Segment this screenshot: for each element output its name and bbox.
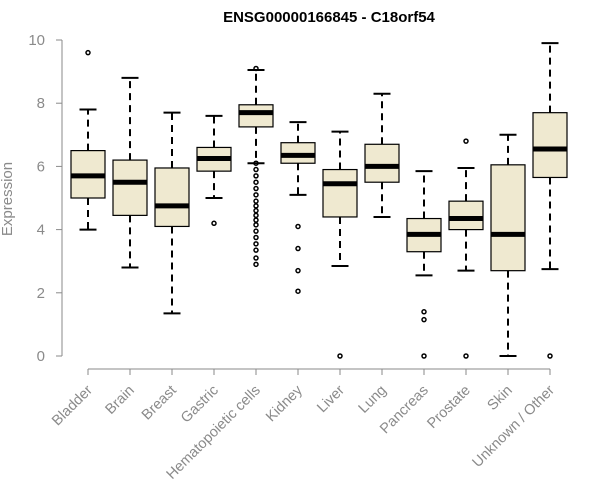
outlier-point <box>547 353 553 359</box>
x-tick-label: Skin <box>485 383 516 414</box>
outlier-point <box>253 241 259 247</box>
outlier-point <box>253 203 259 209</box>
outlier-point <box>253 173 259 179</box>
outlier-point <box>421 316 427 323</box>
outlier-point <box>253 255 259 261</box>
x-tick-label: Bladder <box>49 382 96 429</box>
x-tick-label: Brain <box>103 383 138 418</box>
outlier-point <box>253 247 259 253</box>
box-hematopoietic-cells <box>238 65 274 268</box>
x-tick-label: Kidney <box>263 382 306 425</box>
x-tick-label: Lung <box>356 383 390 417</box>
box-breast <box>154 111 190 315</box>
outlier-point <box>253 185 259 192</box>
boxes-group <box>70 42 568 359</box>
outlier-point <box>253 160 259 166</box>
outlier-point <box>253 228 259 234</box>
outlier-point <box>463 138 469 144</box>
outlier-point <box>421 353 427 359</box>
y-tick-label: 2 <box>37 285 45 302</box>
box-skin <box>490 133 526 357</box>
y-tick-label: 8 <box>37 95 45 112</box>
outlier-point <box>253 166 259 173</box>
outlier-point <box>253 261 259 268</box>
outlier-point <box>295 223 301 230</box>
outlier-point <box>295 288 301 294</box>
y-tick-label: 6 <box>37 158 45 175</box>
outlier-point <box>253 198 259 204</box>
outlier-point <box>253 207 259 214</box>
box-body <box>238 104 274 128</box>
box-unknown-other <box>532 42 568 359</box>
box-body <box>112 159 148 216</box>
outlier-point <box>85 49 91 56</box>
outlier-point <box>253 222 259 228</box>
outlier-point <box>253 65 259 72</box>
box-bladder <box>70 49 106 231</box>
box-liver <box>322 130 358 359</box>
box-pancreas <box>406 170 442 359</box>
outlier-point <box>463 353 469 359</box>
y-tick-label: 4 <box>37 222 45 239</box>
box-brain <box>112 76 148 269</box>
outlier-point <box>253 212 259 219</box>
box-body <box>364 143 400 183</box>
y-tick-label: 10 <box>28 32 45 49</box>
outlier-point <box>211 220 217 227</box>
y-axis-label: Expression <box>0 162 16 236</box>
y-axis: 0 2 4 6 8 10 <box>28 32 63 365</box>
box-gastric <box>196 114 232 227</box>
outlier-point <box>253 217 259 223</box>
outlier-point <box>295 245 301 252</box>
box-body <box>448 200 484 231</box>
box-body <box>154 167 190 228</box>
box-kidney <box>280 121 316 294</box>
outlier-point <box>253 192 259 198</box>
box-lung <box>364 92 400 218</box>
outlier-point <box>295 267 301 274</box>
box-body <box>490 164 526 272</box>
outlier-point <box>253 234 259 241</box>
y-tick-label: 0 <box>37 348 45 365</box>
box-prostate <box>448 138 484 359</box>
x-tick-label: Prostate <box>424 383 473 432</box>
x-tick-label: Liver <box>314 382 348 416</box>
outlier-point <box>337 353 343 359</box>
outlier-point <box>421 309 427 315</box>
box-body <box>532 112 568 179</box>
outlier-point <box>253 179 259 185</box>
x-tick-label: Breast <box>139 383 180 424</box>
box-body <box>322 168 358 218</box>
chart-title: ENSG00000166845 - C18orf54 <box>223 9 435 26</box>
